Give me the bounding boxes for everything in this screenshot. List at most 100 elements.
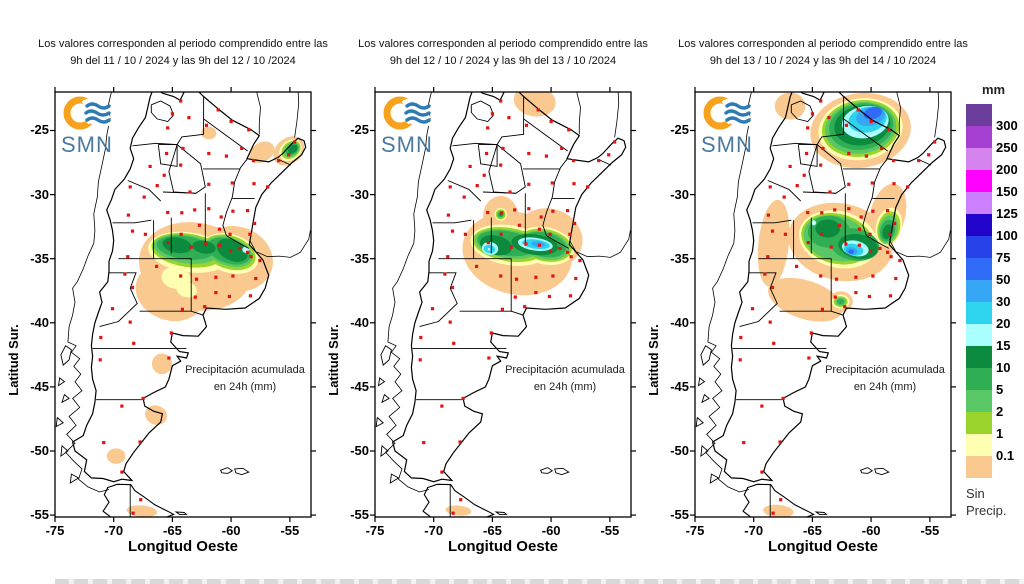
island-outline (554, 467, 570, 476)
island-outline (55, 416, 64, 428)
station-dot (578, 259, 582, 263)
panel-title: Los valores corresponden al periodo comp… (25, 36, 341, 70)
island-outline (494, 511, 508, 515)
island-outline (381, 393, 390, 404)
station-dot (499, 274, 503, 278)
station-dot (468, 164, 472, 168)
legend-swatch (966, 104, 992, 126)
station-dot (207, 207, 211, 211)
station-dot (857, 227, 861, 231)
station-dot (847, 182, 851, 186)
station-dot (772, 341, 776, 345)
y-tick-label: -50 (350, 442, 369, 458)
map-frame (694, 91, 952, 518)
island-outline (700, 345, 712, 366)
station-dot (500, 211, 504, 215)
y-tick-label: -45 (350, 378, 369, 394)
station-dot (888, 294, 893, 298)
x-tick-label: -60 (861, 523, 881, 538)
station-dot (864, 154, 868, 158)
province-border (843, 118, 888, 152)
station-dot (217, 243, 221, 247)
y-tick-label: -25 (670, 122, 689, 138)
x-axis-label: Longitud Oeste (448, 538, 558, 555)
station-dot (807, 356, 811, 360)
panel-title: Los valores corresponden al periodo comp… (345, 36, 661, 70)
station-dot (857, 243, 861, 247)
annotation-line1: Precipitación acumulada (505, 364, 625, 376)
y-tick-label: -35 (670, 250, 689, 266)
station-dot (783, 232, 787, 236)
legend-swatch (966, 390, 992, 412)
neighbor-border (896, 92, 901, 135)
station-dot (258, 259, 262, 263)
station-dot (821, 146, 825, 150)
station-dot (827, 116, 831, 120)
legend-boundary-label: 75 (996, 250, 1011, 265)
province-border (831, 310, 844, 316)
station-dot (527, 207, 531, 211)
legend-swatch (966, 170, 992, 192)
station-dot (868, 232, 872, 236)
legend-swatch (966, 434, 992, 456)
station-dot (254, 276, 258, 281)
station-dot (782, 195, 786, 199)
station-dot (123, 272, 127, 276)
axis-ticks (50, 87, 316, 522)
station-dot (766, 255, 770, 259)
y-tick-label: -40 (670, 314, 689, 330)
station-dot (204, 123, 209, 127)
station-dot (551, 209, 555, 213)
station-dot (230, 181, 234, 185)
station-dot (566, 250, 570, 254)
legend-swatch (966, 324, 992, 346)
precip-region-10 (192, 240, 216, 254)
y-tick-label: -55 (350, 507, 369, 523)
station-dot (166, 210, 170, 215)
island-outline (695, 416, 704, 428)
smn-logo-text: SMN (701, 132, 753, 157)
precip-region-0.1 (176, 281, 197, 298)
smn-logo-text: SMN (381, 132, 433, 157)
x-tick-label: -75 (365, 523, 385, 538)
station-dot (889, 255, 893, 259)
station-dot (894, 276, 898, 281)
station-dot (446, 213, 450, 217)
station-dot (448, 320, 452, 324)
station-dot (568, 294, 573, 298)
station-dot (459, 498, 463, 502)
island-outline (61, 393, 70, 404)
precip-map-svg (370, 87, 636, 522)
station-dot (892, 182, 896, 186)
precip-region-sin (106, 448, 126, 464)
station-dot (549, 119, 553, 124)
station-dot (844, 123, 849, 127)
island-outline (859, 467, 874, 474)
station-dot (229, 119, 233, 124)
station-dot (586, 185, 590, 189)
legend-boundary-label: 20 (996, 316, 1011, 331)
station-dot (766, 213, 770, 217)
province-border (127, 180, 162, 202)
station-dot (448, 185, 452, 189)
station-dot (854, 291, 858, 295)
station-dot (539, 215, 543, 219)
station-dot (458, 440, 462, 444)
station-dot (179, 99, 183, 103)
station-dot (179, 274, 183, 278)
station-dot (229, 249, 233, 253)
station-dot (508, 190, 512, 194)
station-dot (193, 208, 197, 212)
station-dot (844, 242, 848, 246)
precip-region-sin (808, 312, 819, 321)
station-dot (169, 331, 173, 335)
province-border (150, 100, 175, 123)
station-dot (128, 320, 132, 324)
station-dot (141, 396, 145, 400)
station-dot (809, 331, 813, 335)
station-dot (203, 305, 207, 309)
precip-region-5 (837, 298, 845, 305)
station-dot (828, 190, 832, 194)
province-border (222, 159, 250, 249)
smn-logo-icon (383, 96, 432, 130)
